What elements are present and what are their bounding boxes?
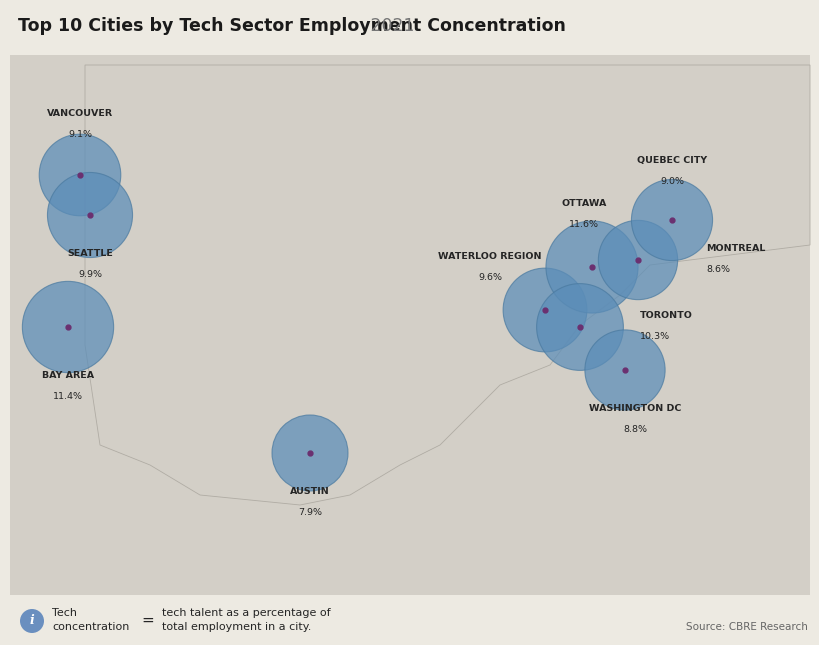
Text: TORONTO: TORONTO: [639, 311, 692, 320]
Text: BAY AREA: BAY AREA: [42, 371, 94, 380]
Polygon shape: [85, 65, 809, 505]
Text: 9.9%: 9.9%: [78, 270, 102, 279]
FancyBboxPatch shape: [10, 55, 809, 595]
Text: concentration: concentration: [52, 622, 129, 632]
Text: SEATTLE: SEATTLE: [67, 249, 113, 258]
Text: MONTREAL: MONTREAL: [705, 244, 764, 253]
Text: WATERLOO REGION: WATERLOO REGION: [437, 252, 541, 261]
Text: 11.6%: 11.6%: [568, 220, 598, 229]
Text: 8.8%: 8.8%: [622, 425, 646, 434]
Text: 8.6%: 8.6%: [705, 265, 729, 274]
Text: total employment in a city.: total employment in a city.: [162, 622, 311, 632]
Text: 2021: 2021: [364, 17, 414, 35]
Circle shape: [272, 415, 347, 491]
Circle shape: [631, 179, 712, 261]
Text: Tech: Tech: [52, 608, 77, 618]
Text: i: i: [29, 615, 34, 628]
Circle shape: [598, 221, 676, 300]
Circle shape: [536, 284, 622, 370]
Text: VANCOUVER: VANCOUVER: [47, 109, 113, 118]
Text: 7.9%: 7.9%: [297, 508, 322, 517]
Circle shape: [20, 609, 44, 633]
Text: OTTAWA: OTTAWA: [561, 199, 606, 208]
Text: 9.6%: 9.6%: [477, 273, 501, 282]
Text: tech talent as a percentage of: tech talent as a percentage of: [162, 608, 330, 618]
Text: Source: CBRE Research: Source: CBRE Research: [686, 622, 807, 632]
Text: 11.4%: 11.4%: [53, 392, 83, 401]
Circle shape: [22, 281, 114, 373]
Text: QUEBEC CITY: QUEBEC CITY: [636, 156, 706, 165]
Text: =: =: [142, 613, 154, 628]
Circle shape: [39, 134, 120, 216]
Text: AUSTIN: AUSTIN: [290, 487, 329, 496]
Text: 9.1%: 9.1%: [68, 130, 92, 139]
Circle shape: [584, 330, 664, 410]
Text: 9.0%: 9.0%: [659, 177, 683, 186]
Circle shape: [545, 221, 637, 313]
Text: WASHINGTON DC: WASHINGTON DC: [588, 404, 681, 413]
Text: Top 10 Cities by Tech Sector Employment Concentration: Top 10 Cities by Tech Sector Employment …: [18, 17, 565, 35]
Circle shape: [503, 268, 586, 352]
Text: 10.3%: 10.3%: [639, 332, 669, 341]
Circle shape: [48, 172, 133, 257]
